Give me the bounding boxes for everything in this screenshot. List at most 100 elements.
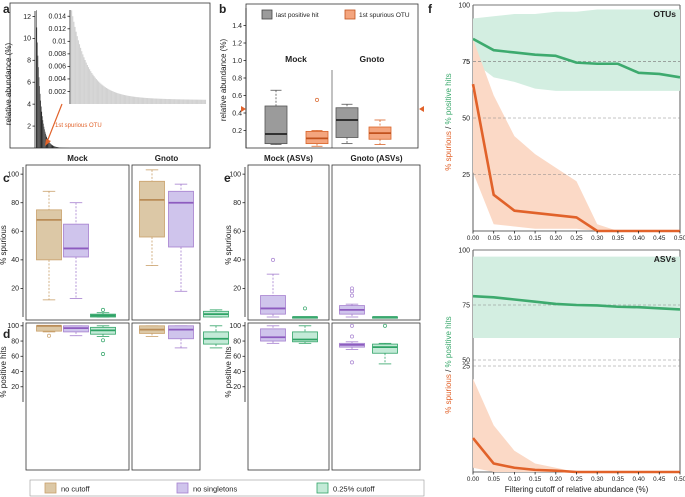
panel-a-y-tick-label: 8 [27,58,31,65]
f_otus-ylabel-spurious: % spurious [444,131,453,171]
panel-e_top-frame-left [247,164,330,321]
panel-a-bar [44,131,46,148]
panel-e_bottom-ylabel: % positive hits [224,346,233,397]
panel-e_top-y-tick-label: 40 [233,257,241,264]
panel-b-y-tick-label: 0.4 [232,110,242,117]
panel-a-inset-bar [94,77,96,104]
panel-c-y-tick-label: 80 [11,200,19,207]
f_asvs-positive-band [473,256,680,338]
panel-a-inset-y-tick-label: 0.008 [48,51,66,58]
panel-a-bar [49,143,51,148]
panel-a-inset-bar [117,93,119,104]
panel-e_top-group-right: Gnoto (ASVs) [351,154,403,163]
f_asvs-xtick-label: 0.25 [570,476,583,483]
panel-e_top-box-outlier [350,286,354,291]
panel-a-inset-bar [110,90,112,104]
panel-a-inset-bar [108,89,110,104]
panel-a-inset-bar [172,99,174,104]
panel-a-inset-bar [177,99,180,104]
panel-e_top-y-tick-label: 100 [229,171,241,178]
panel-a-inset-bar [154,98,156,104]
panel-a-inset-bar [156,98,158,104]
f_asvs-ytick-top-label: 100 [458,247,470,254]
panel-a-inset-bar [101,84,103,104]
panel-a-inset-bar [141,97,144,104]
panel-e_bottom-frame-right [331,322,421,471]
panel-a-bar [54,146,55,148]
panel-a-inset-bar [161,98,163,104]
panel-a-inset-bar [100,83,102,104]
f_otus-xtick-label: 0.10 [508,235,521,242]
panel-a-inset-bar [130,96,132,104]
panel-a-inset-bar [136,97,138,104]
f_otus-ylabel-sep: / [444,124,453,131]
panel-a-frame [9,2,211,149]
legend-no-singletons-swatch [176,482,189,494]
panel-a-inset-bar [146,98,148,104]
panel-b-box-box [335,107,359,138]
panel-a-inset-bar [118,93,120,104]
panel-a-inset-bar [112,91,114,104]
panel-a-inset-bar [77,40,79,104]
panel-a-bar [49,142,50,148]
panel-e_top-box-outlier [271,257,275,262]
panel-a-inset-bar [182,99,184,104]
panel-a-inset-bar [167,99,169,104]
panel-a-inset-bar [127,95,129,104]
panel-a-inset-bar [203,99,205,104]
panel-c-frame-left [25,164,130,321]
panel-a-inset-bar [92,74,94,104]
panel-c-label: c [3,171,10,185]
f_otus-ytick-top-label: 75 [462,59,470,66]
panel-e_bottom-box-outlier [350,323,354,328]
panel-a-inset-y-tick-label: 0.012 [48,26,66,33]
panel-a-inset-bar [111,90,113,104]
panel-a-inset-bar [138,97,140,104]
panel-c-box-outlier [101,307,105,312]
panel-e_top-ylabel: % spurious [224,225,233,265]
panel-c-y-tick-label: 100 [7,171,19,178]
panel-a-y-tick-label: 2 [27,123,31,130]
panel-a-inset-bar [190,99,192,104]
panel-a-inset-bar [104,87,106,104]
panel-a-inset-bar [149,98,151,104]
legend-0-25-cutoff-label: 0.25% cutoff [333,485,375,494]
panel-a-inset-bar [165,98,167,104]
panel-a-inset-bar [186,99,189,104]
panel-a-y-tick-label: 10 [23,36,31,43]
f_asvs-xtick-label: 0.05 [488,476,501,483]
panel-a-inset-bar [71,10,73,105]
panel-e_bottom-box-box [260,328,286,342]
legend-spurious-swatch [344,9,356,20]
panel-a-inset-bar [113,91,115,104]
panel-a-bar [42,120,44,148]
panel-b-y-tick-label: 1.0 [232,58,242,65]
panel-a-inset-bar [144,97,146,104]
panel-a-inset-bar [188,99,190,104]
panel-a-inset-bar [120,94,122,104]
panel-a-inset-bar [99,82,101,104]
f_asvs-xtick-label: 0.00 [467,476,480,483]
panel-e_top-y-tick-label: 60 [233,229,241,236]
panel-a-inset-y-tick-label: 0.014 [48,14,66,21]
panel-a-inset-bar [109,89,111,104]
panel-a-bar [56,147,58,148]
panel-a-inset-bar [147,98,149,104]
panel-a-inset-bar [114,92,117,104]
panel-d-frame-left [25,322,130,471]
panel-a-arrow-line [46,103,63,143]
panel-a-inset-bar [90,71,92,104]
panel-e_top-y-tick-label: 20 [233,286,241,293]
f_asvs-title: ASVs [654,254,676,264]
panel-a-inset-bar [183,99,185,104]
f_asvs-ytick-top-label: 75 [462,302,470,309]
f_otus-ytick-bottom-label: 50 [462,115,470,122]
panel-a-bar [36,27,38,148]
panel-a-inset-bar [98,81,100,104]
panel-a-inset-bar [105,87,108,104]
panel-a-inset-bar [80,47,82,104]
panel-a-y-tick-label: 4 [27,101,31,108]
f_otus-xtick-label: 0.45 [653,235,666,242]
panel-d-y-tick-label: 100 [7,323,19,330]
